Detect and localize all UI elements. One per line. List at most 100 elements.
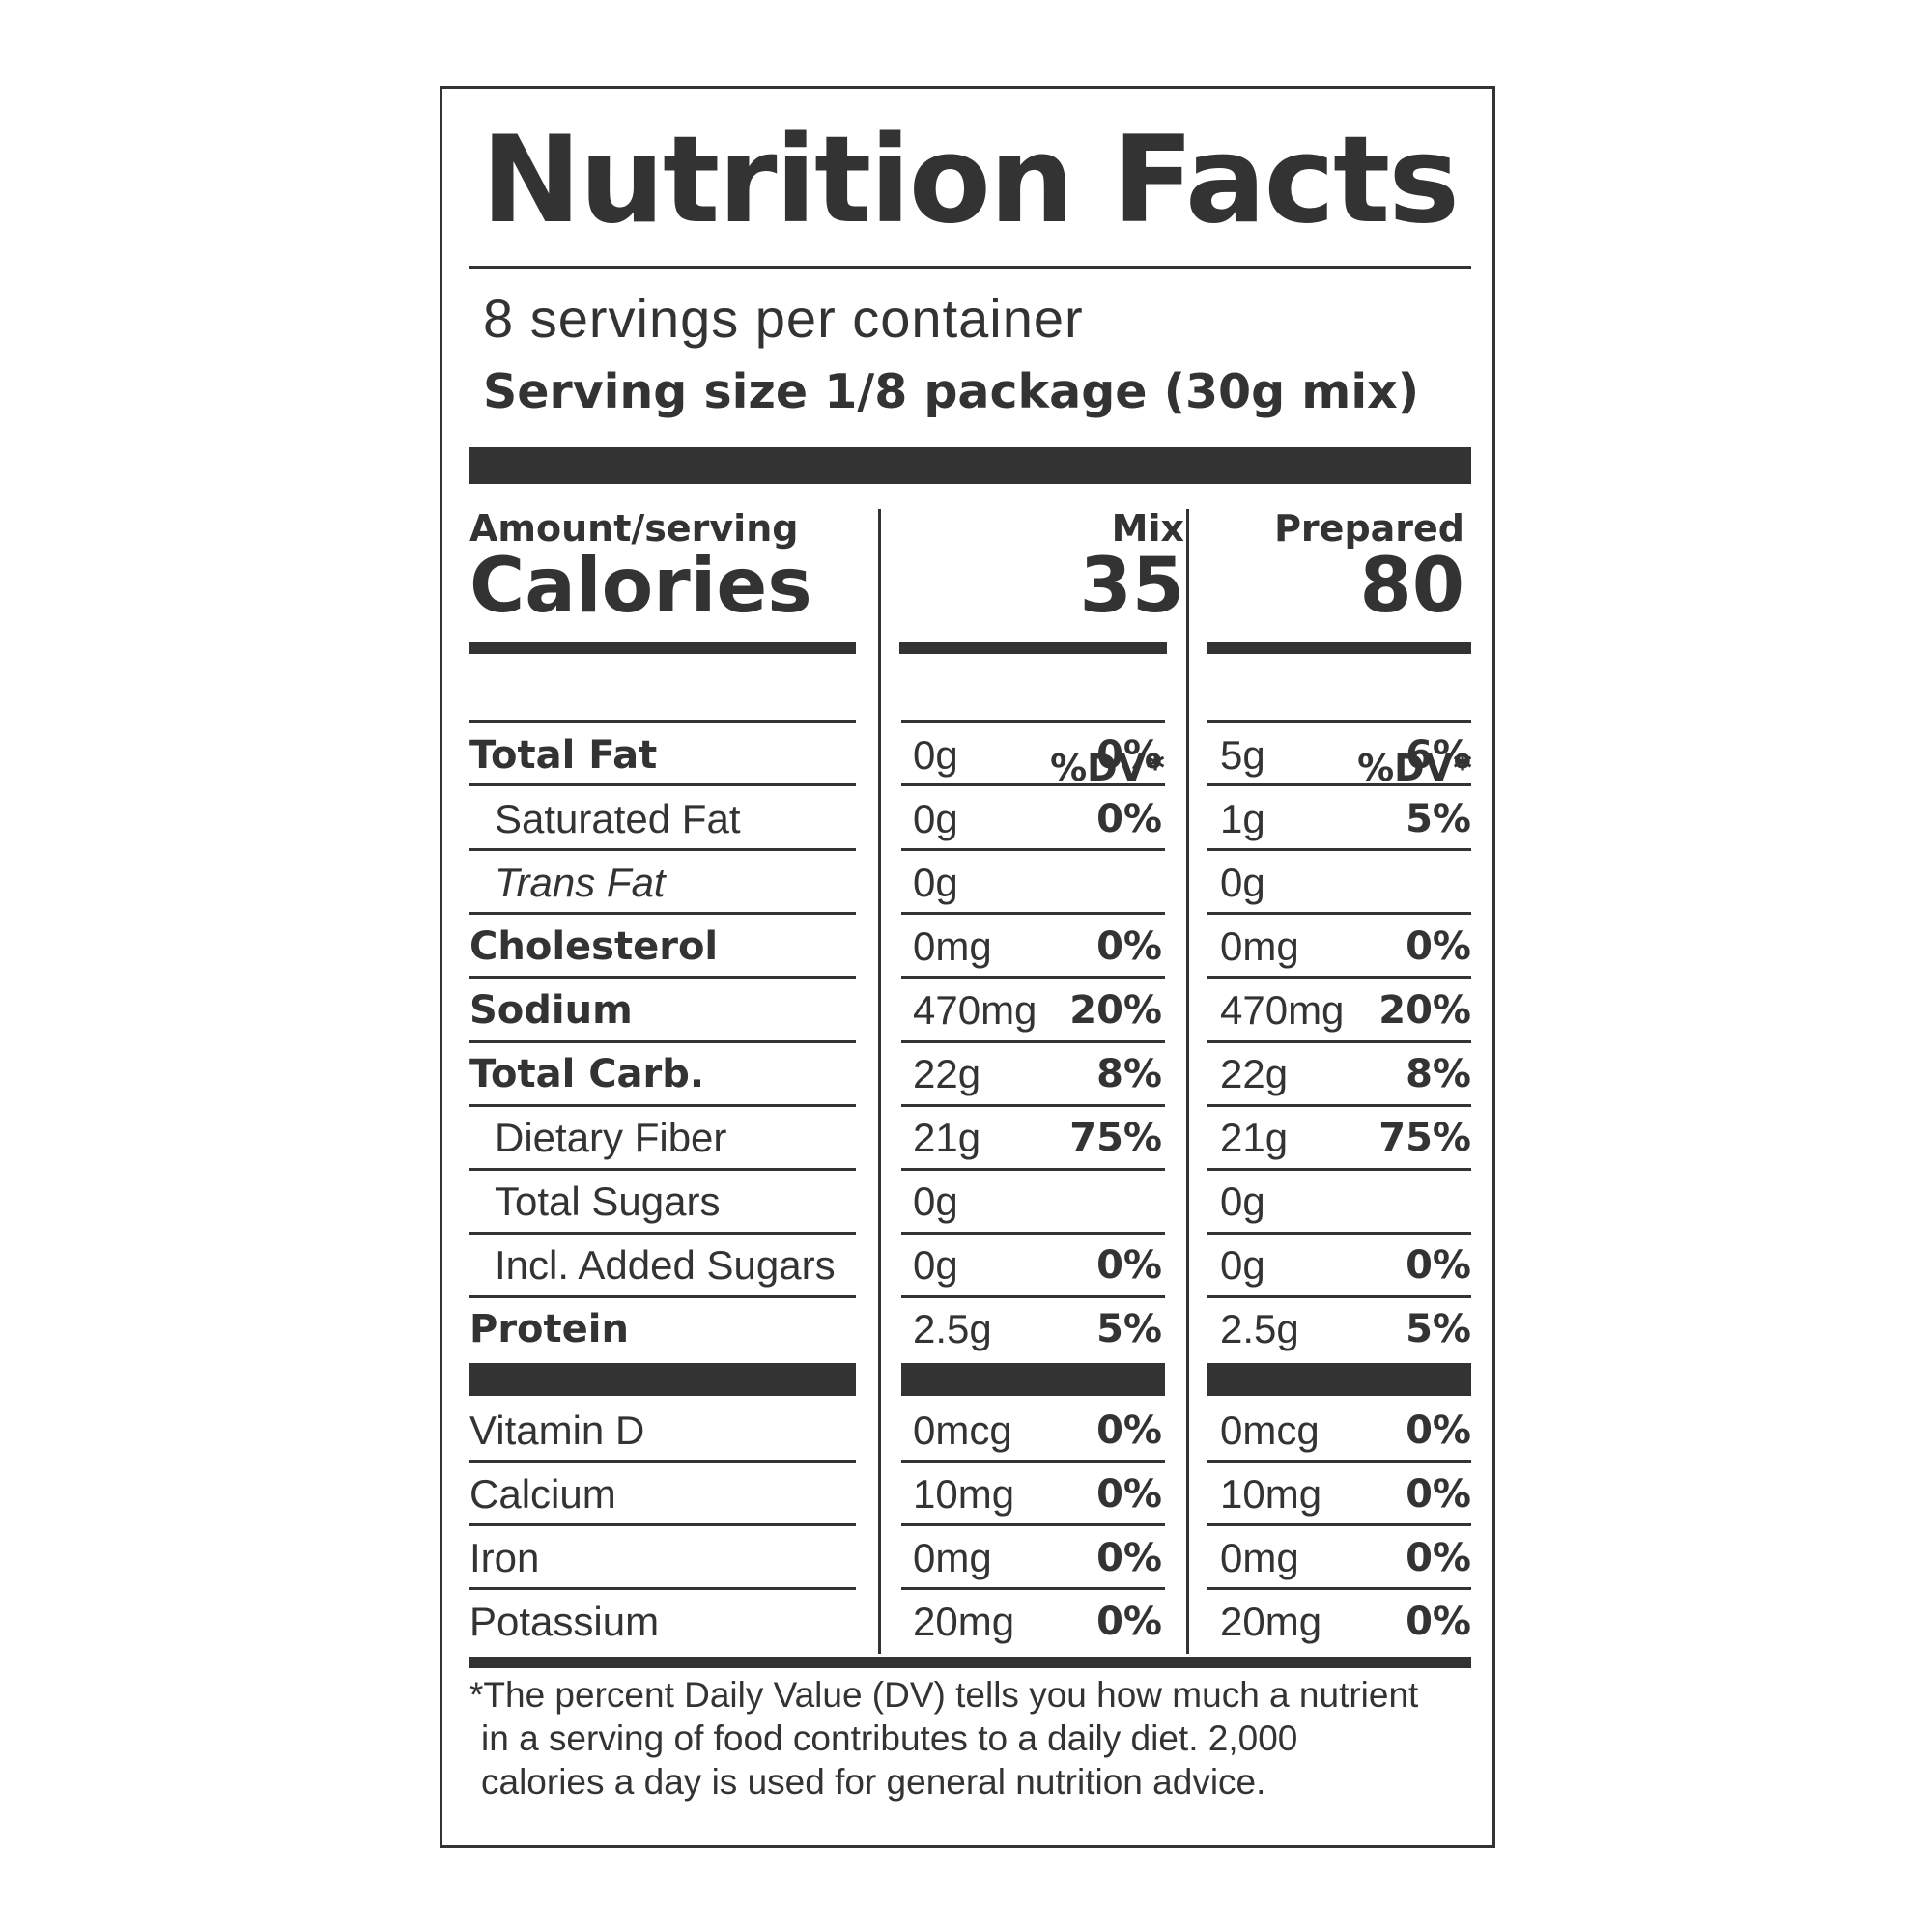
prepared-dv: 0% — [1406, 1536, 1471, 1580]
nutrient-row-total-carb: Total Carb. 22g 8% 22g 8% — [442, 1042, 1492, 1106]
mix-amount: 0g — [913, 796, 958, 841]
mix-amount: 10mg — [913, 1471, 1015, 1517]
calories-label: Calories — [469, 543, 812, 630]
mix-dv-header: %DV* — [1050, 747, 1165, 789]
row-divider — [469, 1232, 856, 1235]
row-divider — [1208, 848, 1471, 851]
mix-dv: 0% — [1096, 1243, 1162, 1288]
mix-dv: 75% — [1069, 1116, 1162, 1160]
row-divider — [469, 783, 856, 786]
nutrient-name: Protein — [469, 1307, 629, 1351]
mix-amount: 0mcg — [913, 1407, 1012, 1453]
prepared-amount: 21g — [1220, 1115, 1289, 1160]
vitamins-divider-prepared — [1208, 1363, 1471, 1396]
mix-dv: 5% — [1096, 1307, 1162, 1351]
vitamin-row-potassium: Potassium 20mg 0% 20mg 0% — [442, 1590, 1492, 1654]
prepared-amount: 0g — [1220, 1242, 1265, 1288]
calories-underline-mix — [899, 642, 1167, 654]
row-divider — [1208, 1523, 1471, 1526]
nutrient-name: Saturated Fat — [495, 796, 741, 841]
servings-per-container: 8 servings per container — [483, 288, 1084, 349]
nutrient-name: Dietary Fiber — [495, 1115, 727, 1160]
row-divider — [1208, 1460, 1471, 1463]
nutrient-row-cholesterol: Cholesterol 0mg 0% 0mg 0% — [442, 915, 1492, 979]
nutrient-name: Total Carb. — [469, 1052, 705, 1096]
row-divider — [469, 1460, 856, 1463]
dv-underline-name — [469, 720, 856, 723]
daily-value-footnote: *The percent Daily Value (DV) tells you … — [469, 1673, 1484, 1804]
row-divider — [469, 1104, 856, 1107]
mix-dv: 0% — [1096, 733, 1162, 778]
row-divider — [901, 1523, 1165, 1526]
row-divider — [1208, 1104, 1471, 1107]
mix-amount: 0mg — [913, 923, 992, 969]
prepared-dv: 5% — [1406, 797, 1471, 841]
prepared-dv — [1317, 851, 1471, 915]
column-divider-mix — [878, 509, 881, 1654]
nutrient-name: Total Sugars — [495, 1179, 721, 1224]
row-divider — [901, 783, 1165, 786]
mix-dv: 0% — [1096, 797, 1162, 841]
mix-amount: 0g — [913, 1242, 958, 1288]
prepared-amount: 0g — [1220, 1179, 1265, 1224]
nutrient-row-sodium: Sodium 470mg 20% 470mg 20% — [442, 979, 1492, 1042]
nutrient-row-protein: Protein 2.5g 5% 2.5g 5% — [442, 1297, 1492, 1361]
row-divider — [1208, 1168, 1471, 1171]
mix-dv: 0% — [1096, 1600, 1162, 1644]
nutrient-row-trans-fat: Trans Fat 0g 0g — [442, 851, 1492, 915]
prepared-amount: 0mg — [1220, 923, 1299, 969]
row-divider — [901, 1168, 1165, 1171]
vitamins-divider-name — [469, 1363, 856, 1396]
vitamin-row-vitamin-d: Vitamin D 0mcg 0% 0mcg 0% — [442, 1399, 1492, 1463]
mix-dv: 20% — [1069, 988, 1162, 1033]
row-divider — [469, 912, 856, 915]
calories-underline-name — [469, 642, 856, 654]
mix-amount: 21g — [913, 1115, 981, 1160]
nutrient-name: Sodium — [469, 988, 633, 1033]
row-divider — [469, 976, 856, 979]
row-divider — [901, 912, 1165, 915]
nutrient-row-added-sugars: Incl. Added Sugars 0g 0% 0g 0% — [442, 1234, 1492, 1297]
label-title: Nutrition Facts — [481, 111, 1460, 250]
prepared-dv: 75% — [1378, 1116, 1471, 1160]
nutrient-name: Total Fat — [469, 733, 658, 778]
mix-amount: 0g — [913, 1179, 958, 1224]
prepared-amount: 2.5g — [1220, 1306, 1299, 1351]
row-divider — [901, 1460, 1165, 1463]
mix-amount: 0mg — [913, 1535, 992, 1580]
row-divider — [469, 1295, 856, 1298]
mix-dv: 8% — [1096, 1052, 1162, 1096]
mix-amount: 20mg — [913, 1599, 1015, 1644]
mix-dv — [1008, 1170, 1162, 1234]
prepared-amount: 1g — [1220, 796, 1265, 841]
prepared-amount: 10mg — [1220, 1471, 1322, 1517]
prepared-amount: 470mg — [1220, 987, 1345, 1033]
prepared-dv: 8% — [1406, 1052, 1471, 1096]
dv-underline-mix — [901, 720, 1165, 723]
nutrient-row-saturated-fat: Saturated Fat 0g 0% 1g 5% — [442, 787, 1492, 851]
prepared-dv — [1317, 1170, 1471, 1234]
nutrient-row-total-fat: Total Fat 0g 0% 5g 6% — [442, 724, 1492, 787]
row-divider — [901, 1295, 1165, 1298]
row-divider — [901, 976, 1165, 979]
prepared-dv: 0% — [1406, 1600, 1471, 1644]
prepared-dv: 0% — [1406, 924, 1471, 969]
vitamin-row-calcium: Calcium 10mg 0% 10mg 0% — [442, 1463, 1492, 1526]
prepared-column-header: Prepared — [1274, 507, 1464, 550]
row-divider — [1208, 1232, 1471, 1235]
row-divider — [901, 1587, 1165, 1590]
row-divider — [901, 1040, 1165, 1043]
mix-dv: 0% — [1096, 1472, 1162, 1517]
row-divider — [901, 848, 1165, 851]
row-divider — [1208, 1587, 1471, 1590]
vitamin-name: Potassium — [469, 1599, 660, 1644]
prepared-dv: 0% — [1406, 1243, 1471, 1288]
row-divider — [469, 1523, 856, 1526]
vitamins-divider-mix — [901, 1363, 1165, 1396]
prepared-amount: 22g — [1220, 1051, 1289, 1096]
footnote-line: in a serving of food contributes to a da… — [481, 1719, 1298, 1758]
nutrient-name: Trans Fat — [495, 860, 666, 905]
mix-column-header: Mix — [1111, 507, 1184, 550]
amount-per-serving-label: Amount/serving — [469, 507, 799, 550]
row-divider — [1208, 1295, 1471, 1298]
